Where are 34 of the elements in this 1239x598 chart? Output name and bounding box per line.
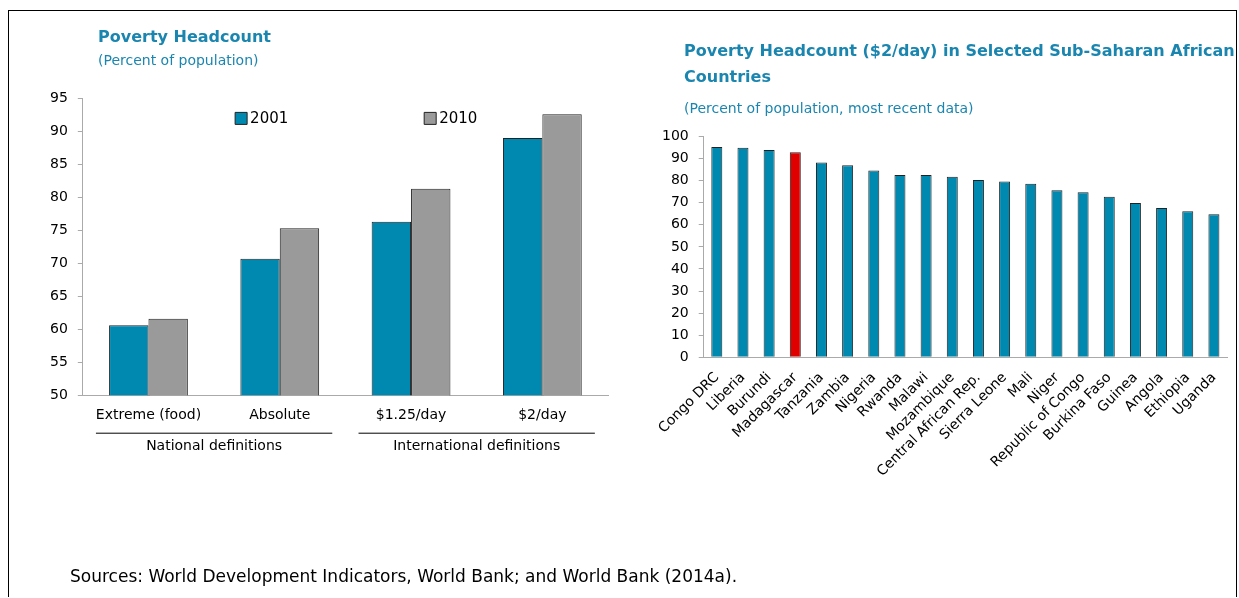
text: National definitions [146, 436, 283, 453]
y-tick-label: 75 [49, 220, 68, 237]
y-tick-label: 10 [670, 325, 689, 342]
y-tick-label: 55 [49, 352, 68, 369]
y-tick-label: 80 [49, 187, 68, 204]
y-tick-label: 50 [670, 237, 689, 254]
chart-title: Poverty Headcount ($2/day) in Selected Sub-Saharan African Countries [684, 40, 1236, 88]
y-tick-label: 50 [49, 385, 68, 402]
y-tick-label: 0 [679, 347, 689, 364]
x-tick-label: Extreme (food) [95, 406, 202, 423]
y-tick-label: 40 [670, 259, 689, 276]
x-tick-label: $1.25/day [375, 406, 447, 423]
chart-title: Poverty Headcount [98, 26, 272, 48]
y-tick-label: 30 [670, 281, 689, 298]
y-tick-label: 60 [49, 319, 68, 336]
source-note: Sources: World Development Indicators, World Bank; and World Bank (2014a). [70, 566, 738, 586]
y-tick-label: 70 [670, 193, 689, 210]
y-tick-label: 85 [49, 155, 68, 171]
y-tick-label: 20 [670, 303, 689, 320]
y-tick-label: 100 [661, 127, 689, 144]
y-tick-label: 90 [49, 122, 68, 139]
y-tick-label: 95 [49, 89, 68, 106]
x-tick-label: $2/day [518, 406, 567, 423]
y-tick-label: 80 [670, 171, 689, 188]
legend-label: 2010 [439, 109, 478, 128]
y-tick-label: 70 [49, 253, 68, 270]
y-tick-label: 65 [49, 286, 68, 303]
legend-label: 2001 [250, 109, 289, 128]
y-tick-label: 60 [670, 215, 689, 232]
chart-subtitle: (Percent of population) [98, 52, 259, 68]
text: International definitions [393, 436, 561, 453]
chart-subtitle: (Percent of population, most recent data) [684, 100, 974, 116]
y-tick-label: 90 [670, 149, 689, 166]
x-tick-label: Absolute [249, 406, 311, 423]
